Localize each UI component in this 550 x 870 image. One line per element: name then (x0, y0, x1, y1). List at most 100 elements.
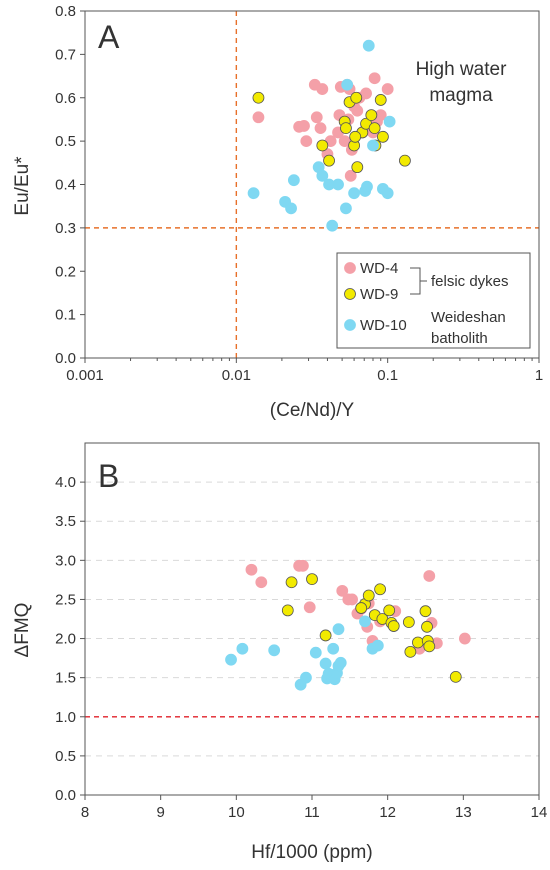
data-point-wd-10 (332, 623, 345, 636)
data-point-wd-4 (368, 72, 381, 85)
data-point-wd-9 (419, 605, 432, 618)
data-point-wd-10 (362, 39, 375, 52)
data-point-wd-4 (297, 559, 309, 572)
data-point-wd-4 (360, 87, 372, 100)
data-point-wd-9 (399, 154, 411, 167)
data-point-wd-10 (326, 219, 339, 232)
data-point-wd-9 (349, 130, 362, 143)
data-point-wd-10 (361, 180, 373, 193)
panel-a-reference-lines (85, 11, 539, 358)
data-point-wd-10 (371, 639, 384, 652)
data-point-wd-4 (298, 120, 310, 132)
data-point-wd-10 (327, 642, 340, 655)
panel-a-letter: A (98, 19, 120, 55)
data-point-wd-10 (309, 646, 322, 659)
data-point-wd-4 (423, 570, 436, 582)
panel-b-points (225, 559, 471, 691)
data-point-wd-10 (316, 169, 329, 182)
data-point-wd-10 (332, 178, 344, 191)
data-point-wd-4 (303, 601, 316, 614)
data-point-wd-9 (355, 602, 368, 614)
data-point-wd-10 (300, 671, 312, 684)
legend-marker-wd10 (344, 319, 356, 331)
data-point-wd-10 (367, 139, 379, 152)
y-tick-label: 0.4 (55, 177, 76, 194)
data-point-wd-9 (383, 604, 396, 617)
data-point-wd-10 (359, 615, 371, 628)
data-point-wd-4 (344, 169, 357, 182)
y-tick-label: 1.5 (55, 670, 76, 687)
x-tick-label: 10 (228, 804, 245, 821)
y-tick-label: 4.0 (55, 474, 76, 491)
panel-a-y-axis-label: Eu/Eu* (12, 156, 33, 216)
x-tick-label: 9 (156, 804, 164, 821)
y-tick-label: 3.0 (55, 552, 76, 569)
data-point-wd-9 (351, 161, 364, 174)
panel-b-x-ticks: 8 9 10 11 12 13 14 (81, 795, 548, 821)
x-tick-label: 11 (304, 804, 320, 821)
panel-b-letter: B (98, 458, 119, 494)
panel-a-y-ticks: 0.0 0.1 0.2 0.3 0.4 0.5 0.6 0.7 0.8 (55, 3, 85, 367)
panel-a-x-axis-label: (Ce/Nd)/Y (270, 400, 355, 421)
data-point-wd-9 (368, 122, 381, 135)
data-point-wd-9 (252, 91, 265, 104)
data-point-wd-4 (310, 111, 323, 124)
x-tick-label: 8 (81, 804, 89, 821)
y-tick-label: 0.5 (55, 133, 76, 150)
y-tick-label: 2.0 (55, 631, 76, 648)
data-point-wd-9 (365, 109, 378, 121)
panel-a-legend: WD-4 WD-9 WD-10 felsic dykes Weideshan b… (336, 252, 531, 349)
data-point-wd-10 (341, 78, 354, 91)
panel-b-plot-frame (84, 442, 540, 796)
data-point-wd-9 (374, 583, 387, 596)
legend-group-weideshan: Weideshan (431, 309, 506, 326)
data-point-wd-10 (340, 202, 352, 215)
panel-b-y-ticks: 0.0 0.5 1.0 1.5 2.0 2.5 3.0 3.5 4.0 (55, 474, 85, 804)
data-point-wd-10 (285, 202, 297, 215)
x-tick-label: 1 (535, 367, 543, 384)
panel-a: 0.001 0.01 0.1 1 0.00.10.20.30.40.50.60.70.… (12, 3, 543, 421)
data-point-wd-9 (449, 670, 462, 683)
legend-group-felsic-dykes: felsic dykes (431, 273, 509, 290)
legend-label-wd4: WD-4 (360, 260, 398, 277)
y-tick-label: 0.5 (55, 748, 76, 765)
data-point-wd-10 (247, 187, 260, 200)
legend-marker-wd4 (344, 262, 356, 274)
data-point-wd-4 (346, 593, 359, 606)
data-point-wd-9 (281, 604, 294, 617)
data-point-wd-9 (374, 94, 387, 106)
x-tick-label: 0.001 (66, 367, 104, 384)
x-tick-label: 12 (379, 804, 396, 821)
legend-label-wd10: WD-10 (360, 317, 407, 334)
data-point-wd-10 (383, 115, 396, 128)
data-point-wd-9 (376, 130, 389, 143)
data-point-wd-9 (323, 154, 335, 167)
x-tick-label: 13 (455, 804, 472, 821)
data-point-wd-10 (381, 187, 394, 200)
data-point-wd-4 (316, 83, 329, 95)
data-point-wd-9 (350, 91, 363, 104)
data-point-wd-10 (348, 187, 360, 200)
data-point-wd-4 (381, 83, 394, 95)
data-point-wd-9 (404, 645, 417, 658)
x-tick-label: 0.1 (377, 367, 398, 384)
data-point-wd-10 (334, 656, 347, 669)
data-point-wd-10 (268, 644, 281, 657)
y-tick-label: 0.0 (55, 787, 76, 804)
data-point-wd-9 (387, 620, 400, 632)
legend-label-wd9: WD-9 (360, 286, 398, 303)
data-point-wd-4 (300, 135, 313, 148)
y-tick-label: 0.2 (55, 263, 76, 280)
x-tick-label: 14 (531, 804, 548, 821)
panel-a-x-ticks: 0.001 0.01 0.1 1 (66, 358, 543, 384)
y-tick-label: 0.7 (55, 46, 76, 63)
y-tick-label: 0.6 (55, 90, 76, 107)
panel-a-points (247, 39, 411, 232)
y-tick-label: 3.5 (55, 513, 76, 530)
data-point-wd-10 (319, 657, 332, 670)
data-point-wd-4 (351, 104, 364, 117)
data-point-wd-9 (340, 122, 352, 135)
annotation-high-water-line1: High water (416, 59, 507, 80)
data-point-wd-4 (458, 632, 471, 645)
data-point-wd-4 (336, 584, 349, 597)
